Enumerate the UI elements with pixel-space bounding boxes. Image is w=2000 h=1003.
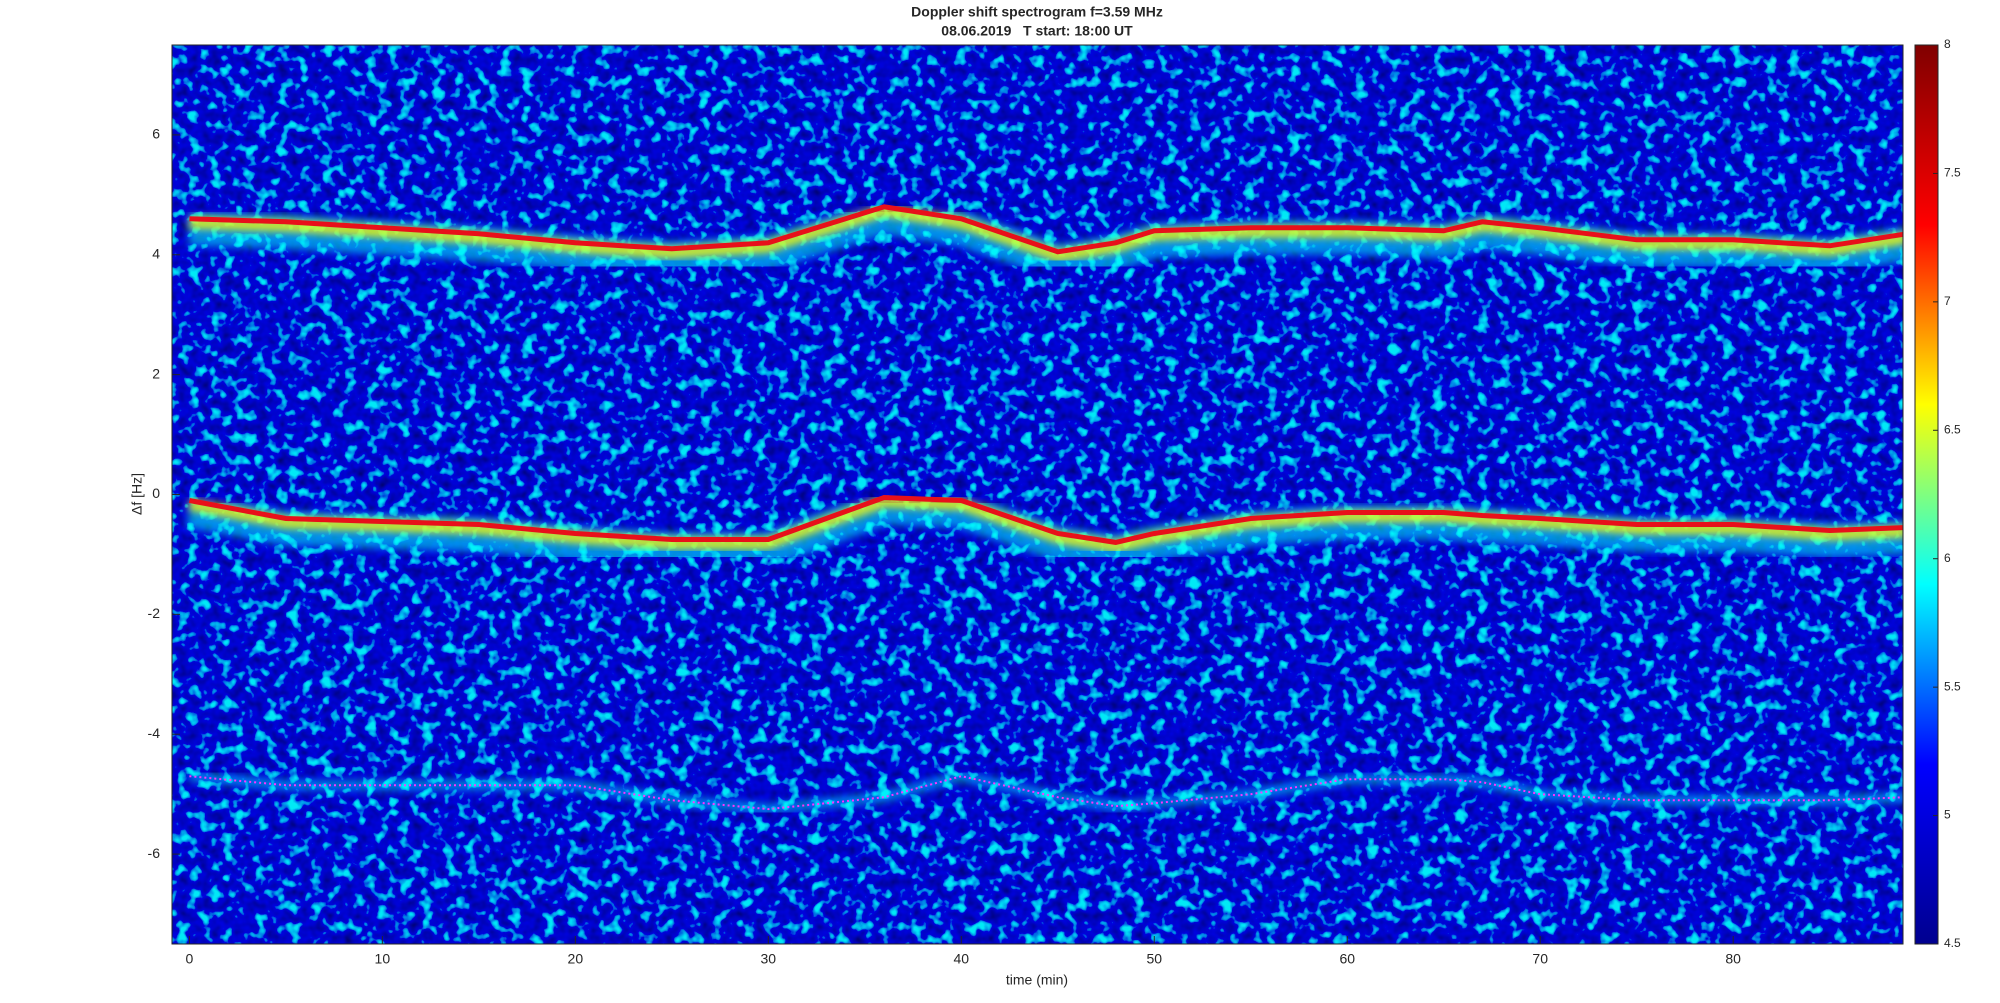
x-tick-label: 30 bbox=[761, 951, 777, 967]
colorbar-tick-label: 7 bbox=[1944, 294, 1951, 308]
y-tick-label: 6 bbox=[152, 126, 160, 142]
x-tick-label: 20 bbox=[568, 951, 584, 967]
colorbar-tick-label: 6 bbox=[1944, 551, 1951, 565]
x-tick-label: 80 bbox=[1725, 951, 1741, 967]
y-tick-label: -2 bbox=[148, 605, 161, 621]
band-trace bbox=[188, 494, 1903, 545]
plot-noise bbox=[172, 45, 1903, 944]
x-tick-label: 0 bbox=[185, 951, 193, 967]
chart-title: Doppler shift spectrogram f=3.59 MHz bbox=[911, 4, 1163, 20]
colorbar-tick-label: 7.5 bbox=[1944, 166, 1961, 180]
colorbar bbox=[1914, 44, 1939, 945]
traces bbox=[186, 199, 1903, 815]
colorbar-tick-label: 4.5 bbox=[1944, 936, 1961, 950]
y-axis-label: Δf [Hz] bbox=[129, 473, 145, 515]
band-glow bbox=[189, 204, 1903, 262]
x-tick-label: 70 bbox=[1532, 951, 1548, 967]
x-tick-label: 40 bbox=[953, 951, 969, 967]
x-tick-label: 50 bbox=[1146, 951, 1162, 967]
chart-subtitle: 08.06.2019 T start: 18:00 UT bbox=[941, 23, 1133, 39]
band-trace bbox=[189, 204, 1903, 255]
colorbar-tick-label: 8 bbox=[1944, 37, 1951, 51]
y-tick-label: -6 bbox=[148, 845, 161, 861]
y-tick-label: 0 bbox=[152, 485, 160, 501]
y-tick-label: 4 bbox=[152, 245, 160, 261]
y-tick-label: 2 bbox=[152, 365, 160, 381]
band-trace bbox=[189, 775, 1903, 811]
x-tick-label: 60 bbox=[1339, 951, 1355, 967]
y-tick-label: -4 bbox=[148, 725, 161, 741]
colorbar-tick-label: 5 bbox=[1944, 808, 1951, 822]
x-tick-label: 10 bbox=[375, 951, 391, 967]
band-glow bbox=[188, 495, 1903, 553]
colorbar-tick-label: 6.5 bbox=[1944, 422, 1961, 436]
colorbar-tick-label: 5.5 bbox=[1944, 679, 1961, 693]
x-axis-label: time (min) bbox=[1006, 972, 1068, 988]
